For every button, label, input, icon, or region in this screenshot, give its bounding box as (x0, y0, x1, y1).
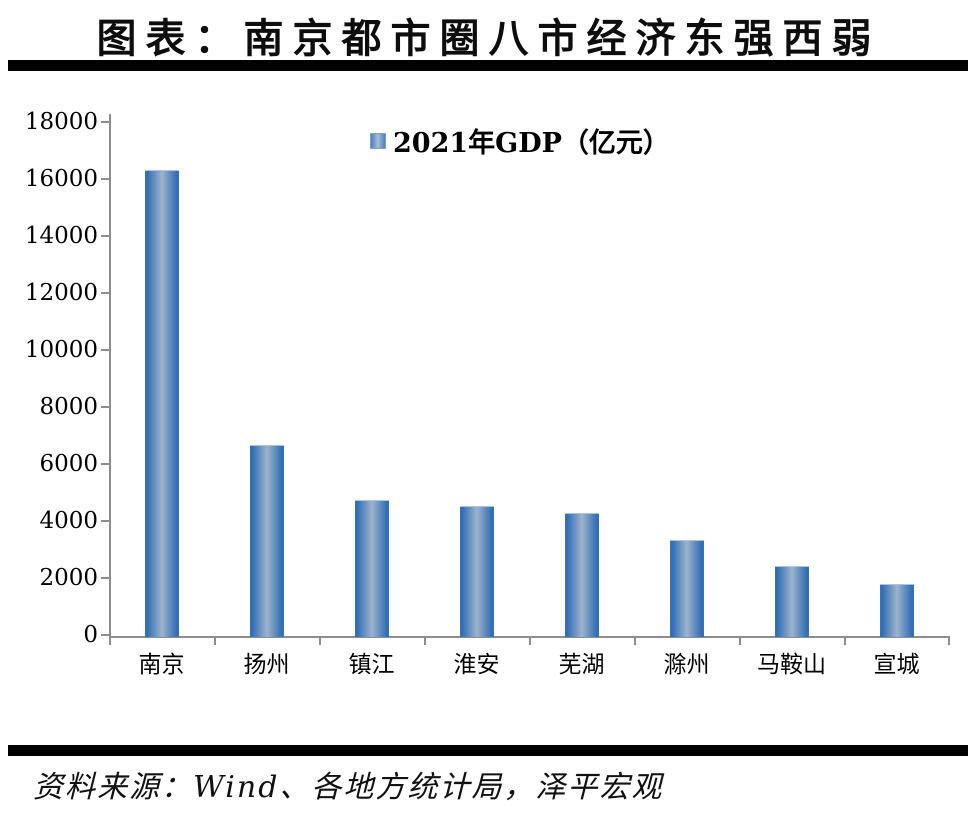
y-axis-tick (101, 463, 110, 465)
x-axis-label: 淮安 (453, 652, 500, 678)
x-axis-tick (424, 636, 426, 645)
chart-title: 图表：南京都市圈八市经济东强西弱 (96, 15, 881, 62)
bar-chart: 2021年GDP（亿元） 0 2000 4000 6000 8000 10000 12000… (24, 109, 950, 678)
y-axis-line (109, 114, 111, 637)
legend-label: 2021年GDP（亿元） (393, 128, 670, 159)
gdp-bar (249, 445, 284, 637)
y-axis-label: 6000 (39, 451, 98, 477)
x-axis-tick (319, 636, 321, 645)
gdp-bar (669, 540, 704, 637)
legend-swatch-icon (370, 132, 386, 149)
y-axis-tick (101, 178, 110, 180)
y-axis-label: 16000 (24, 166, 98, 192)
x-axis-tick (739, 636, 741, 645)
gdp-bar (879, 584, 914, 637)
top-divider-rule (8, 60, 968, 71)
y-axis-tick (101, 520, 110, 522)
x-axis-label: 镇江 (348, 652, 395, 678)
x-axis-label: 南京 (138, 652, 185, 678)
y-axis-tick (101, 121, 110, 123)
x-axis-label: 芜湖 (558, 652, 605, 678)
y-axis-tick (101, 577, 110, 579)
bottom-divider-rule (8, 745, 968, 756)
y-axis-label: 12000 (24, 280, 98, 306)
x-axis-tick (634, 636, 636, 645)
y-axis-label: 14000 (24, 223, 98, 249)
y-axis-label: 8000 (39, 394, 98, 420)
x-axis-tick (529, 636, 531, 645)
y-axis-tick (101, 349, 110, 351)
x-axis-tick (109, 636, 111, 645)
gdp-bar (354, 500, 389, 637)
y-axis-label: 18000 (24, 109, 98, 135)
x-axis-label: 滁州 (663, 652, 710, 678)
chart-legend: 2021年GDP（亿元） (370, 121, 670, 160)
x-axis-tick (948, 636, 950, 645)
y-axis-label: 4000 (39, 508, 98, 534)
y-axis-tick (101, 406, 110, 408)
gdp-bar (144, 170, 179, 637)
gdp-bar (774, 566, 809, 637)
x-axis-label: 扬州 (243, 652, 290, 678)
source-credit: 资料来源：Wind、各地方统计局，泽平宏观 (33, 770, 664, 805)
gdp-bar (459, 506, 494, 637)
y-axis-label: 0 (83, 622, 98, 648)
x-axis-tick (214, 636, 216, 645)
x-axis-label: 马鞍山 (757, 652, 826, 678)
y-axis-label: 2000 (39, 565, 98, 591)
x-axis-tick (844, 636, 846, 645)
y-axis-tick (101, 634, 110, 636)
y-axis-label: 10000 (24, 337, 98, 363)
y-axis-tick (101, 292, 110, 294)
x-axis-label: 宣城 (873, 652, 920, 678)
y-axis-tick (101, 235, 110, 237)
gdp-bar (564, 513, 599, 637)
